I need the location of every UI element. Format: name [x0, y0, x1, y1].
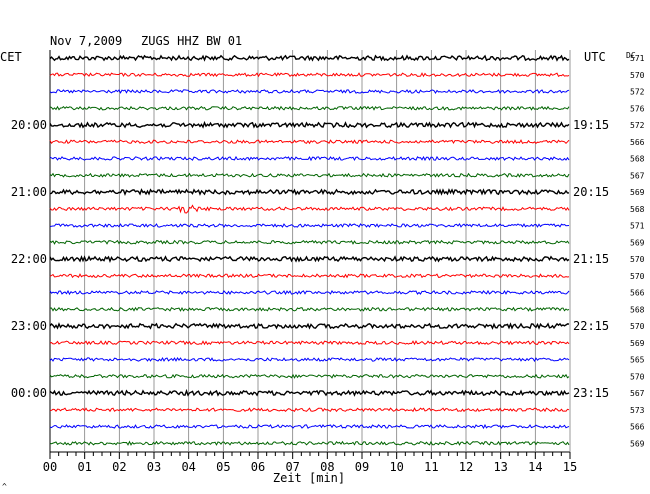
x-tick-label: 04	[181, 460, 195, 474]
right-time-label: 21:15	[573, 252, 609, 266]
dc-offset-label: 571	[630, 54, 645, 63]
dc-offset-label: 570	[630, 255, 645, 264]
left-time-label: 22:00	[11, 252, 47, 266]
dc-offset-label: 567	[630, 389, 645, 398]
trace-line	[49, 120, 570, 129]
dc-offset-label: 570	[630, 372, 645, 381]
dc-offset-label: 568	[630, 205, 645, 214]
dc-offset-label: 576	[630, 104, 645, 113]
x-tick-label: 14	[528, 460, 542, 474]
dc-offset-label: 567	[630, 171, 645, 180]
dc-offset-label: 571	[630, 222, 645, 231]
trace-line	[49, 239, 570, 245]
trace-line	[49, 273, 570, 279]
x-tick-label: 10	[389, 460, 403, 474]
left-time-label: 23:00	[11, 319, 47, 333]
dc-offset-label: 568	[630, 305, 645, 314]
x-tick-label: 13	[493, 460, 507, 474]
right-time-label: 20:15	[573, 185, 609, 199]
dc-offset-label: 568	[630, 155, 645, 164]
x-tick-label: 15	[563, 460, 577, 474]
left-timezone-label: CET	[0, 50, 22, 64]
dc-offset-label: 570	[630, 71, 645, 80]
dc-offset-label: 569	[630, 439, 645, 448]
trace-line	[49, 440, 570, 446]
trace-line	[49, 54, 570, 62]
dc-offset-label: 569	[630, 339, 645, 348]
axis-labels: 00 01 02 03 04 05 06 07 08 09 10 11 12 13 14 15 20:00 21:…	[11, 54, 645, 474]
trace-line	[49, 204, 570, 214]
x-tick-label: 09	[355, 460, 369, 474]
trace-line	[49, 172, 570, 178]
dc-offset-label: 566	[630, 289, 645, 298]
trace-line	[49, 289, 570, 296]
trace-line	[49, 388, 570, 397]
x-tick-label: 08	[320, 460, 334, 474]
trace-line	[49, 188, 569, 196]
trace-line	[49, 322, 570, 330]
dc-offset-label: 565	[630, 356, 645, 365]
dc-offset-label: 570	[630, 272, 645, 281]
dc-offset-label: 570	[630, 322, 645, 331]
trace-line	[49, 306, 570, 312]
x-tick-label: 03	[147, 460, 161, 474]
right-timezone-label: UTC	[584, 50, 606, 64]
trace-line	[49, 105, 570, 111]
x-tick-label: 02	[112, 460, 126, 474]
dc-offset-header: DC	[626, 51, 636, 60]
trace-line	[49, 155, 570, 162]
dc-offset-label: 566	[630, 423, 645, 432]
dc-offset-label: 566	[630, 138, 645, 147]
dc-offset-label: 573	[630, 406, 645, 415]
x-tick-label: 06	[251, 460, 265, 474]
right-time-label: 19:15	[573, 118, 609, 132]
dc-offset-label: 569	[630, 188, 645, 197]
x-axis-label: Zeit [min]	[273, 471, 345, 485]
plot-date: Nov 7,2009	[50, 34, 122, 48]
corner-mark: ^	[2, 482, 7, 491]
trace-line	[49, 72, 570, 78]
trace-line	[49, 340, 570, 346]
trace-line	[49, 356, 570, 363]
x-tick-label: 05	[216, 460, 230, 474]
trace-line	[49, 89, 570, 94]
x-tick-label: 00	[43, 460, 57, 474]
trace-line	[49, 255, 570, 264]
left-time-label: 21:00	[11, 185, 47, 199]
trace-line	[49, 139, 570, 145]
trace-line	[49, 222, 570, 228]
x-tick-label: 11	[424, 460, 438, 474]
dc-offset-label: 572	[630, 88, 645, 97]
x-tick-label: 07	[285, 460, 299, 474]
x-tick-label: 01	[77, 460, 91, 474]
dc-offset-label: 572	[630, 121, 645, 130]
station-code: ZUGS HHZ BW 01	[141, 34, 242, 48]
trace-line	[49, 423, 570, 430]
right-time-label: 23:15	[573, 386, 609, 400]
right-time-label: 22:15	[573, 319, 609, 333]
trace-line	[49, 373, 570, 379]
left-time-label: 00:00	[11, 386, 47, 400]
seismic-traces	[49, 54, 570, 446]
grid-lines	[49, 50, 571, 459]
trace-line	[49, 407, 570, 413]
left-time-label: 20:00	[11, 118, 47, 132]
dc-offset-label: 569	[630, 238, 645, 247]
x-tick-label: 12	[459, 460, 473, 474]
